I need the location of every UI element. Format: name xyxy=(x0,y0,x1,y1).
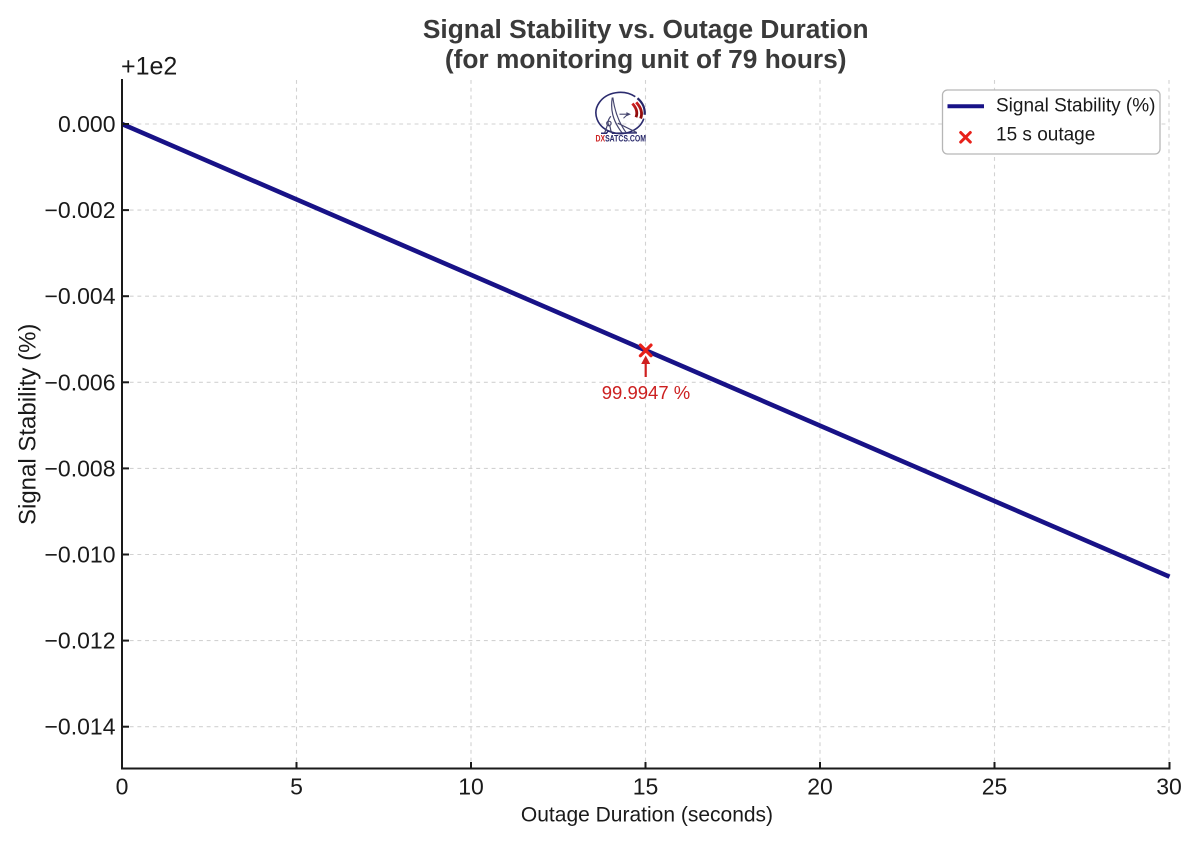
svg-text:−0.002: −0.002 xyxy=(45,197,116,223)
svg-text:−0.008: −0.008 xyxy=(45,455,116,481)
svg-text:Signal Stability (%): Signal Stability (%) xyxy=(15,324,42,525)
svg-text:15: 15 xyxy=(633,774,659,800)
svg-text:Outage Duration (seconds): Outage Duration (seconds) xyxy=(521,804,773,827)
svg-text:25: 25 xyxy=(982,774,1008,800)
svg-text:5: 5 xyxy=(290,774,303,800)
svg-text:Signal Stability (%): Signal Stability (%) xyxy=(996,96,1155,117)
svg-text:99.9947 %: 99.9947 % xyxy=(602,382,690,403)
svg-text:−0.006: −0.006 xyxy=(45,369,116,395)
svg-text:−0.010: −0.010 xyxy=(45,542,116,568)
svg-text:−0.014: −0.014 xyxy=(45,714,116,740)
svg-text:0.000: 0.000 xyxy=(58,111,116,137)
svg-text:DXSATCS.COM: DXSATCS.COM xyxy=(596,133,647,144)
svg-text:20: 20 xyxy=(807,774,833,800)
svg-text:15 s outage: 15 s outage xyxy=(996,125,1095,146)
svg-text:+1e2: +1e2 xyxy=(121,53,177,81)
svg-text:30: 30 xyxy=(1156,774,1182,800)
svg-text:−0.012: −0.012 xyxy=(45,628,116,654)
svg-text:(for monitoring unit of 79 hou: (for monitoring unit of 79 hours) xyxy=(445,44,847,74)
svg-text:Signal Stability vs. Outage Du: Signal Stability vs. Outage Duration xyxy=(423,14,869,44)
svg-text:−0.004: −0.004 xyxy=(45,283,116,309)
svg-text:0: 0 xyxy=(116,774,129,800)
svg-text:10: 10 xyxy=(458,774,484,800)
